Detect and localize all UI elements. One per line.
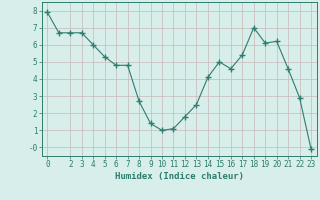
X-axis label: Humidex (Indice chaleur): Humidex (Indice chaleur)	[115, 172, 244, 181]
